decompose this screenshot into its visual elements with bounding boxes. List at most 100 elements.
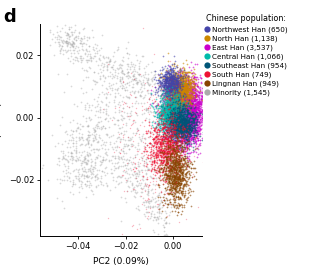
Point (184, 104, 189, 108)
Point (117, 103, 122, 107)
Point (107, 157, 112, 162)
Point (126, 160, 131, 165)
Point (172, 126, 177, 130)
Point (184, 88, 189, 92)
Point (180, 147, 185, 151)
Point (197, 121, 202, 125)
Point (179, 95, 184, 99)
Point (179, 85, 184, 90)
Point (185, 87, 190, 91)
Point (85, 58, 90, 62)
Point (180, 131, 185, 135)
Point (164, 172, 169, 176)
Point (178, 91, 183, 95)
Point (184, 96, 189, 101)
Point (180, 171, 185, 176)
Point (158, 143, 163, 147)
Point (168, 105, 173, 109)
Point (185, 188, 190, 192)
Point (181, 124, 186, 128)
Point (116, 130, 121, 134)
Point (178, 119, 183, 123)
Point (172, 101, 177, 105)
Point (76, 176, 81, 180)
Point (200, 95, 205, 99)
Point (157, 109, 162, 114)
Point (181, 160, 186, 165)
Point (130, 181, 135, 185)
Point (179, 108, 184, 113)
Point (169, 76, 174, 80)
Point (127, 104, 132, 109)
Point (131, 170, 136, 174)
Point (94, 172, 99, 176)
Point (179, 114, 184, 118)
Point (166, 87, 171, 92)
Point (179, 121, 184, 126)
Point (175, 92, 180, 96)
Point (183, 118, 188, 123)
Point (175, 174, 179, 178)
Point (173, 85, 178, 89)
Point (166, 89, 171, 94)
Point (186, 176, 191, 180)
Point (173, 93, 178, 97)
Point (200, 121, 205, 125)
Point (184, 95, 188, 100)
Point (170, 100, 175, 104)
Point (187, 108, 192, 113)
Point (176, 127, 181, 131)
Point (167, 139, 172, 144)
Point (187, 111, 192, 116)
Point (172, 106, 177, 110)
Point (164, 165, 169, 169)
Point (171, 80, 176, 85)
Point (187, 102, 192, 106)
Point (178, 120, 183, 125)
Point (140, 134, 145, 138)
Point (72, 23, 77, 27)
Point (55, 37, 60, 41)
Point (160, 122, 165, 126)
Point (173, 101, 178, 105)
Point (174, 121, 179, 125)
Point (177, 98, 182, 102)
Point (192, 76, 197, 81)
Point (191, 118, 196, 122)
Point (126, 114, 131, 118)
Point (165, 113, 170, 118)
Point (163, 81, 168, 86)
Point (158, 118, 163, 122)
Point (174, 79, 179, 83)
Point (127, 166, 132, 170)
Point (187, 115, 192, 120)
Point (65, 132, 70, 136)
Point (179, 119, 184, 124)
Point (154, 218, 159, 222)
Point (177, 162, 182, 166)
Point (181, 107, 186, 111)
Point (170, 104, 175, 109)
Point (179, 91, 184, 95)
Point (170, 118, 175, 122)
Point (145, 100, 150, 105)
Point (174, 205, 179, 209)
Point (156, 214, 161, 218)
Point (188, 189, 193, 193)
Point (84, 137, 89, 142)
Point (175, 118, 180, 122)
Point (175, 177, 179, 182)
Point (77, 131, 82, 135)
Point (178, 90, 183, 94)
Point (185, 89, 190, 93)
Point (95, 95, 100, 99)
Point (175, 112, 180, 117)
Point (162, 108, 166, 112)
Point (189, 117, 194, 121)
Point (193, 82, 197, 86)
Point (189, 95, 194, 99)
Point (133, 166, 138, 170)
Point (177, 99, 182, 104)
Point (175, 118, 179, 122)
Point (178, 108, 183, 112)
